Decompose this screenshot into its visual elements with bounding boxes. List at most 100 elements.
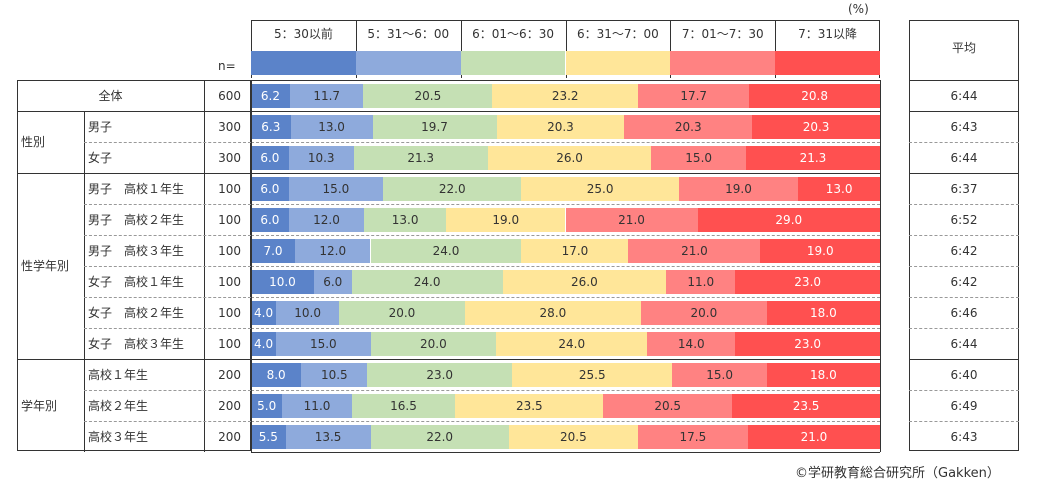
- bar-value-label: 10.0: [294, 306, 321, 320]
- bar-segment: [251, 425, 286, 449]
- legend-label: 6：31〜7：00: [577, 27, 659, 41]
- bar-segment: [351, 394, 456, 418]
- bar-separator: [251, 204, 880, 205]
- bar-value-label: 24.0: [413, 275, 441, 289]
- row-label: 男子 高校３年生: [88, 244, 185, 258]
- bar-segment: [672, 363, 767, 387]
- bar-segment: [251, 208, 289, 232]
- row-separator: [17, 173, 251, 174]
- bar-value-label: 17.0: [561, 244, 589, 258]
- bar-value-label: 22.0: [426, 430, 454, 444]
- bar-value-label: 6.3: [261, 120, 281, 134]
- bar-value-label: 21.3: [799, 151, 827, 165]
- bar-segment: [288, 177, 384, 201]
- average-value: 6:44: [950, 151, 978, 165]
- average-value: 6:44: [950, 89, 978, 103]
- bar-value-label: 21.0: [618, 213, 645, 227]
- average-separator: [909, 235, 1019, 236]
- average-value: 6:44: [950, 337, 978, 351]
- bar-separator: [251, 359, 880, 360]
- bar-segment: [251, 270, 314, 294]
- average-separator: [909, 421, 1019, 422]
- average-separator: [909, 390, 1019, 391]
- bar-value-label: 15.0: [322, 182, 350, 196]
- bar-segment: [628, 239, 761, 263]
- legend-label: 5：30以前: [273, 27, 333, 41]
- average-value: 6:40: [950, 368, 978, 382]
- average-value: 6:42: [950, 244, 978, 258]
- average-value: 6:52: [950, 213, 978, 227]
- bar-value-label: 5.0: [257, 399, 277, 413]
- average-value: 6:43: [950, 120, 978, 134]
- bar-segment: [285, 425, 371, 449]
- row-separator: [84, 235, 251, 236]
- bar-segment: [508, 425, 638, 449]
- bar-separator: [251, 328, 880, 329]
- bar-value-label: 28.0: [539, 306, 567, 320]
- average-value: 6:42: [950, 275, 978, 289]
- row-label: 全体: [98, 89, 123, 103]
- row-separator: [17, 359, 251, 360]
- bar-segment: [651, 146, 746, 170]
- average-separator: [909, 328, 1019, 329]
- legend-label: 5：31〜6：00: [367, 27, 450, 41]
- bar-value-label: 6.2: [260, 89, 281, 103]
- bar-separator: [251, 142, 880, 143]
- bar-value-label: 19.0: [806, 244, 834, 258]
- legend-swatch: [670, 51, 776, 75]
- bar-value-label: 4.0: [254, 306, 274, 320]
- bar-value-label: 20.3: [547, 120, 574, 134]
- bar-segment: [251, 177, 289, 201]
- average-separator: [909, 80, 1019, 81]
- bar-value-label: 20.8: [801, 89, 828, 103]
- bar-value-label: 23.2: [551, 89, 579, 103]
- bar-value-label: 15.0: [685, 151, 713, 165]
- row-label: 男子 高校２年生: [88, 213, 185, 227]
- bar-value-label: 6.0: [323, 275, 343, 289]
- bar-value-label: 10.3: [307, 151, 335, 165]
- row-n: 300: [218, 151, 241, 165]
- bar-segment: [496, 332, 648, 356]
- bar-value-label: 11.7: [313, 89, 341, 103]
- row-separator: [84, 421, 251, 422]
- bar-value-label: 18.0: [810, 306, 837, 320]
- legend-swatch: [775, 51, 880, 75]
- bar-value-label: 20.0: [690, 306, 718, 320]
- bar-value-label: 20.5: [654, 399, 682, 413]
- bar-value-label: 19.0: [492, 213, 520, 227]
- bar-segment: [251, 301, 277, 325]
- bar-value-label: 6.0: [260, 182, 280, 196]
- row-n: 200: [218, 368, 241, 382]
- row-label: 女子 高校２年生: [88, 306, 185, 320]
- bar-value-label: 23.0: [426, 368, 454, 382]
- legend-label: 7：01〜7：30: [681, 27, 764, 41]
- bar-value-label: 23.0: [794, 275, 822, 289]
- bar-value-label: 23.5: [792, 399, 820, 413]
- bar-separator: [251, 297, 880, 298]
- bar-value-label: 22.0: [438, 182, 466, 196]
- legend-divider: [775, 20, 777, 78]
- bar-segment: [496, 115, 625, 139]
- bar-value-label: 24.0: [558, 337, 586, 351]
- bar-value-label: 10.5: [320, 368, 348, 382]
- bar-value-label: 16.5: [390, 399, 417, 413]
- average-separator: [909, 204, 1019, 205]
- bar-segment: [282, 394, 352, 418]
- bar-value-label: 13.0: [318, 120, 345, 134]
- bar-separator: [251, 266, 880, 267]
- row-label: 女子: [88, 151, 113, 165]
- bar-value-label: 20.0: [420, 337, 447, 351]
- bar-segment: [502, 270, 667, 294]
- bar-value-label: 21.3: [407, 151, 435, 165]
- bar-segment: [521, 177, 679, 201]
- bar-value-label: 13.0: [825, 182, 853, 196]
- bar-segment: [745, 146, 880, 170]
- bar-segment: [367, 363, 513, 387]
- legend-divider: [565, 20, 567, 78]
- bar-segment: [637, 425, 748, 449]
- row-n: 100: [218, 306, 241, 320]
- row-separator: [84, 142, 251, 143]
- bar-segment: [521, 239, 629, 263]
- bar-segment: [678, 177, 799, 201]
- unit-label: (%): [848, 2, 869, 16]
